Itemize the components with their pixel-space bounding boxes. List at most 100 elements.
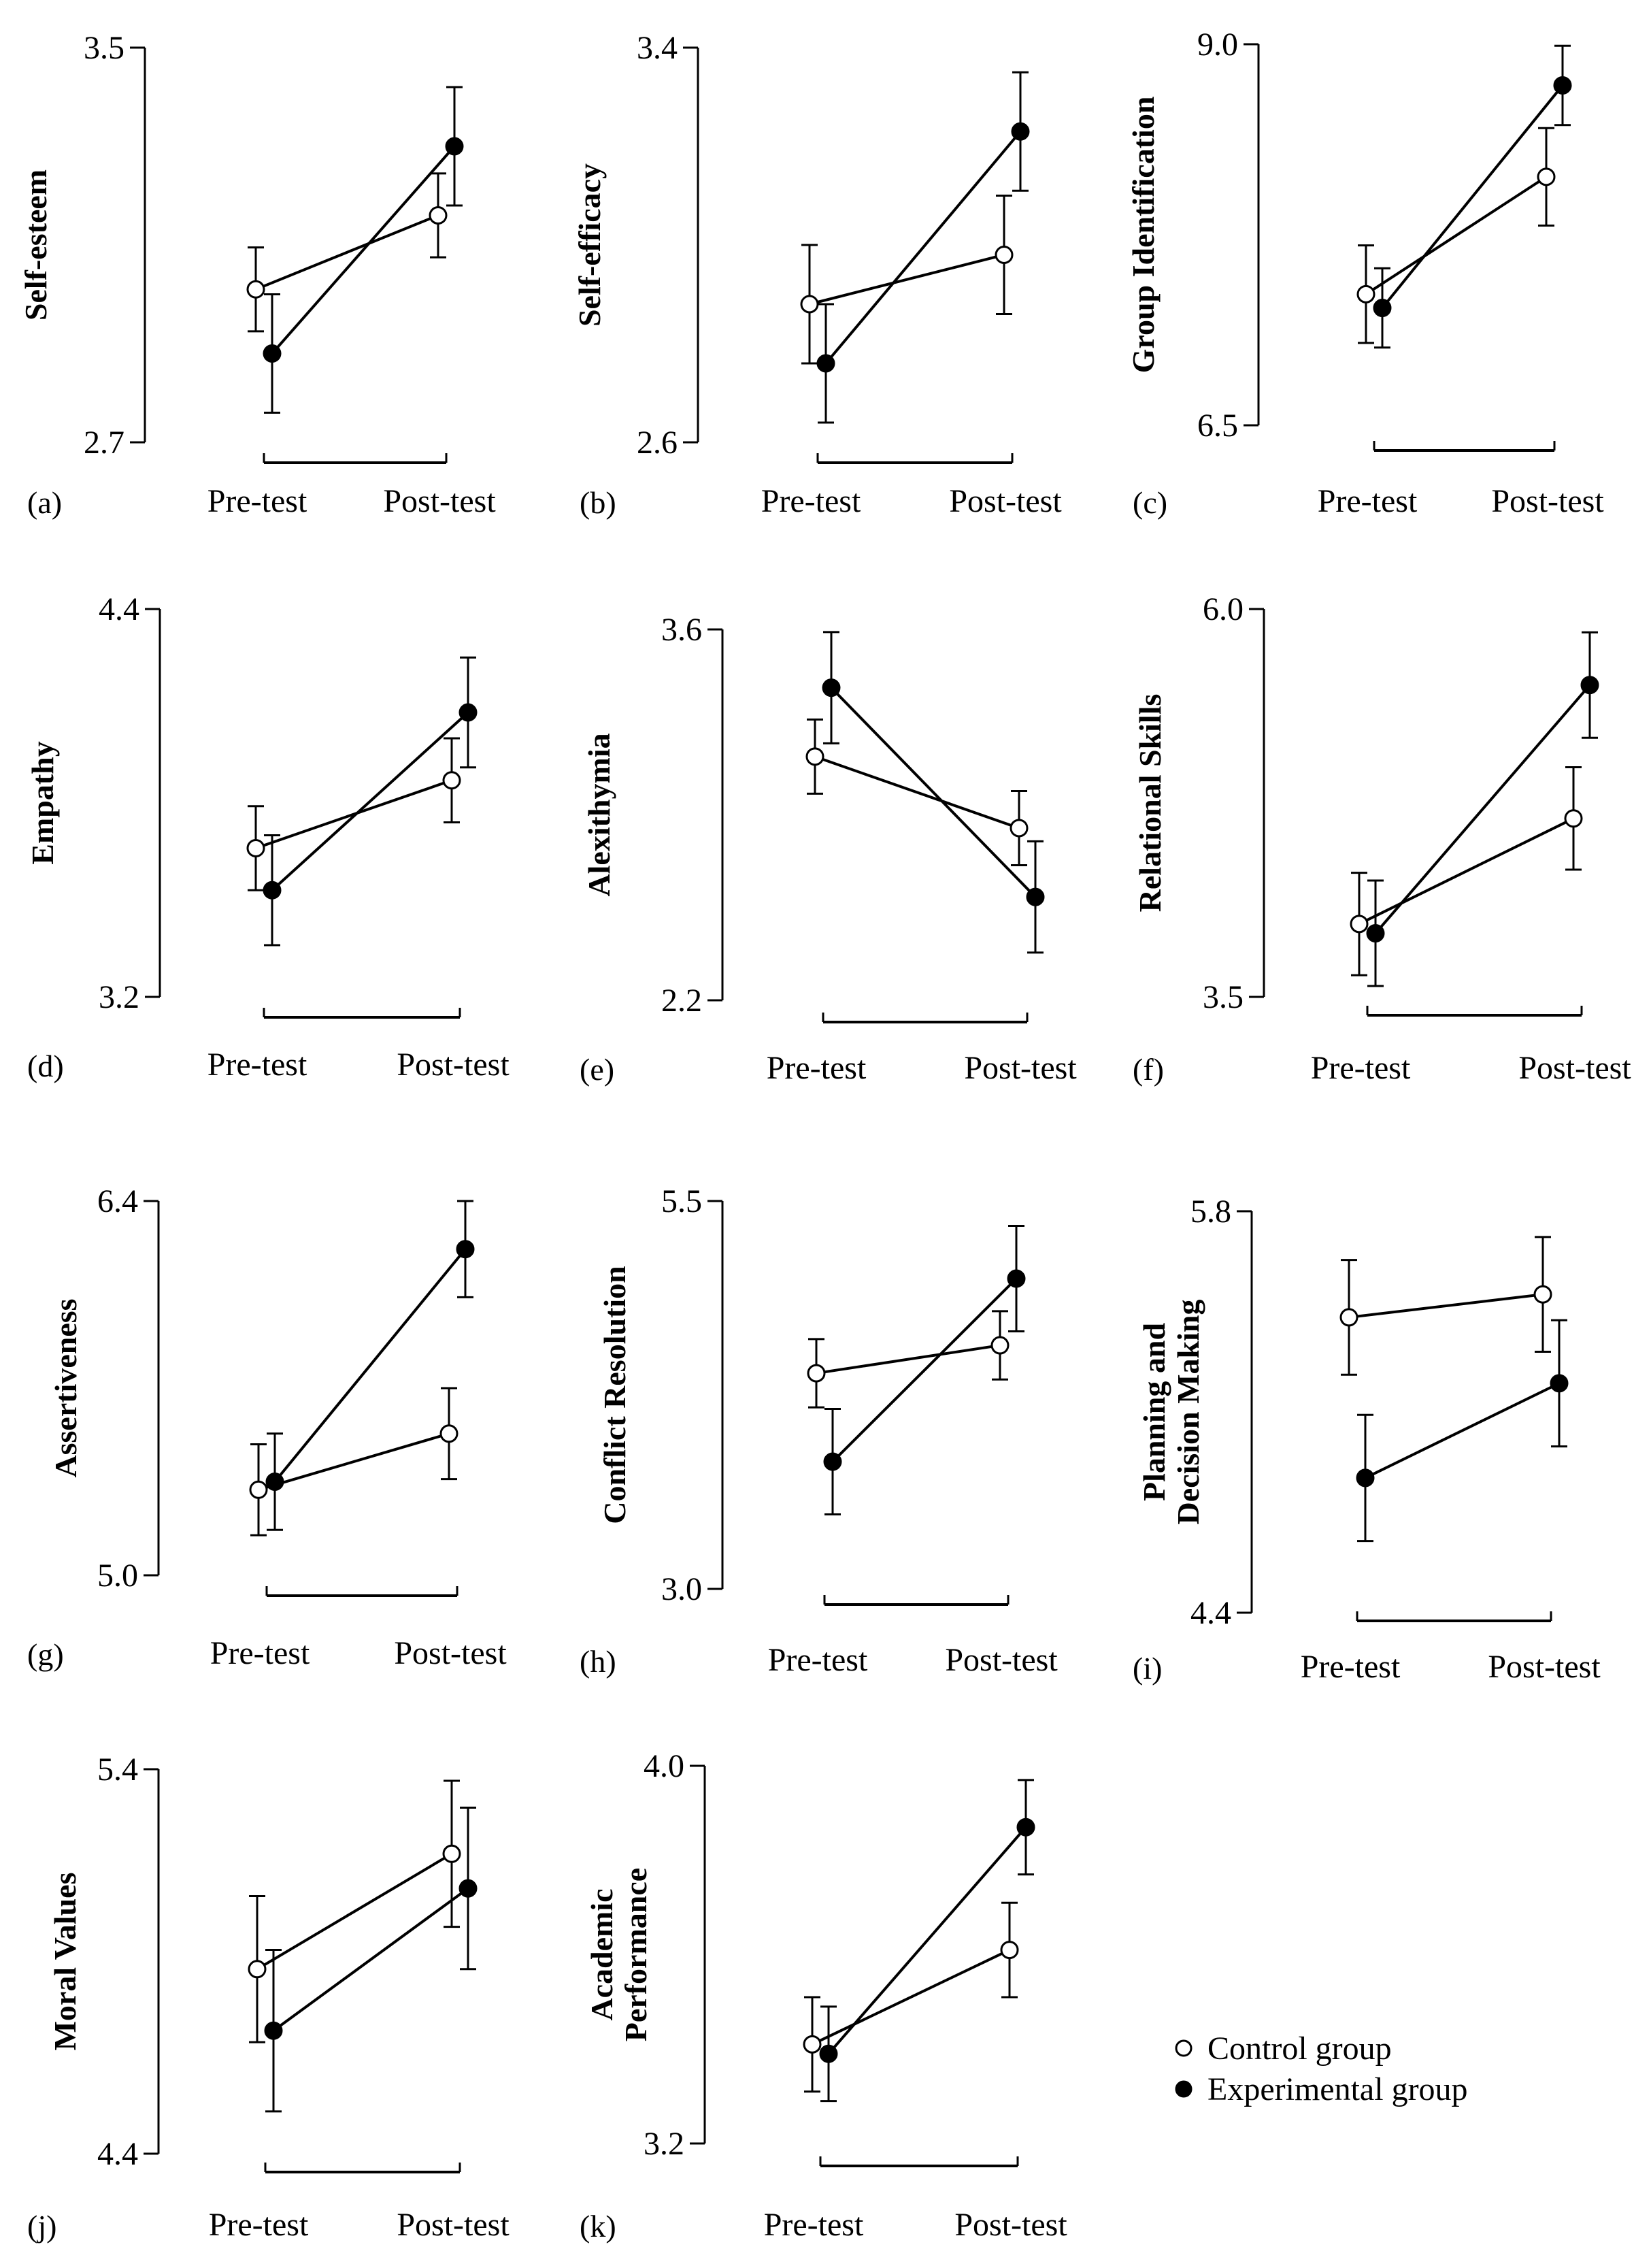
data-point-experimental — [1356, 1468, 1375, 1488]
x-category-label-post-test: Post-test — [397, 1047, 510, 1083]
y-axis-label: Self-efficacy — [572, 163, 607, 327]
y-tick-label-max: 4.0 — [644, 1748, 684, 1784]
y-tick-label-max: 5.4 — [97, 1752, 138, 1788]
series-line-experimental — [831, 1277, 1018, 1463]
x-category-label-post-test: Post-test — [954, 2207, 1067, 2243]
data-point-experimental — [458, 1879, 478, 1898]
data-point-control — [248, 1960, 267, 1979]
y-axis-label-line: Planning and — [1137, 1323, 1171, 1501]
y-tick-label-max: 5.8 — [1190, 1194, 1231, 1230]
y-tick-label-min: 6.5 — [1197, 408, 1238, 444]
x-category-label-pre-test: Pre-test — [1301, 1649, 1401, 1685]
data-point-control — [1533, 1285, 1552, 1304]
data-point-experimental — [265, 1473, 284, 1491]
y-tick-label-max: 9.0 — [1197, 27, 1238, 63]
panel-h: 5.5 3.0 Pre-test Post-test (h) Conflict Resol… — [580, 1183, 1058, 1679]
x-category-label-post-test: Post-test — [394, 1635, 507, 1671]
x-category-label-pre-test: Pre-test — [767, 1050, 867, 1086]
series-line-control — [255, 778, 452, 850]
data-point-experimental — [458, 703, 478, 722]
data-point-experimental — [1550, 1374, 1569, 1393]
y-axis-label-line: Self-efficacy — [572, 163, 607, 327]
data-point-experimental — [445, 137, 464, 156]
legend-control-marker — [1175, 2039, 1193, 2057]
series-line-control — [1348, 1293, 1544, 1319]
x-category-label-post-test: Post-test — [1488, 1649, 1601, 1685]
y-tick-label-max: 4.4 — [99, 591, 139, 627]
y-axis-label: Relational Skills — [1133, 694, 1167, 913]
panel-letter: (a) — [27, 485, 62, 520]
data-point-control — [807, 1364, 826, 1383]
x-category-label-pre-test: Pre-test — [1311, 1050, 1411, 1086]
panel-letter: (b) — [580, 485, 616, 520]
legend-control-label: Control group — [1207, 2031, 1392, 2067]
data-point-control — [990, 1336, 1010, 1355]
y-axis-label: AcademicPerformance — [584, 1868, 653, 2041]
data-point-experimental — [263, 881, 282, 900]
panel-letter: (c) — [1133, 485, 1167, 520]
panel-a: 3.5 2.7 Pre-test Post-test (a) Self-esteem — [18, 30, 496, 520]
x-category-label-pre-test: Pre-test — [764, 2207, 864, 2243]
y-tick-label-max: 3.6 — [661, 612, 702, 648]
series-line-control — [1365, 176, 1548, 296]
data-point-experimental — [263, 344, 282, 363]
y-axis-label-line: Self-esteem — [18, 169, 53, 321]
panel-k: 4.0 3.2 Pre-test Post-test (k) AcademicPerfor… — [580, 1748, 1067, 2244]
y-tick-label-min: 3.0 — [661, 1571, 702, 1607]
panels-group: 3.5 2.7 Pre-test Post-test (a) Self-esteem 3.4… — [18, 27, 1631, 2244]
data-point-experimental — [456, 1240, 475, 1259]
data-point-control — [429, 206, 448, 225]
series-line-experimental — [1374, 684, 1591, 934]
data-point-control — [1537, 167, 1556, 186]
series-line-experimental — [830, 687, 1037, 898]
panel-c: 9.0 6.5 Pre-test Post-test (c) Group Identifi… — [1126, 27, 1604, 520]
series-line-experimental — [271, 145, 456, 355]
series-line-experimental — [1381, 84, 1564, 309]
data-point-control — [1350, 915, 1369, 934]
panel-letter: (j) — [27, 2209, 56, 2244]
y-tick-label-max: 3.4 — [637, 30, 678, 66]
y-axis-label: Assertiveness — [48, 1298, 83, 1477]
data-point-experimental — [1016, 1818, 1035, 1837]
panel-b: 3.4 2.6 Pre-test Post-test (b) Self-efficacy — [572, 30, 1062, 520]
data-point-control — [246, 839, 265, 857]
panel-i: 5.8 4.4 Pre-test Post-test (i) Planning andDe… — [1133, 1194, 1601, 1686]
panel-g: 6.4 5.0 Pre-test Post-test (g) Assertiveness — [27, 1183, 507, 1672]
y-axis-label: Group Identification — [1126, 97, 1161, 374]
y-axis-label-line: Alexithymia — [582, 733, 616, 896]
y-axis-label-line: Conflict Resolution — [597, 1266, 632, 1524]
panel-letter: (h) — [580, 1644, 616, 1679]
y-tick-label-min: 3.2 — [644, 2126, 684, 2162]
y-axis-label-line: Assertiveness — [48, 1298, 83, 1477]
panel-letter: (i) — [1133, 1651, 1162, 1686]
panel-letter: (f) — [1133, 1052, 1164, 1087]
x-category-label-pre-test: Pre-test — [209, 2207, 309, 2243]
series-line-control — [1358, 817, 1574, 925]
x-category-label-post-test: Post-test — [1491, 483, 1604, 519]
data-point-control — [1000, 1941, 1019, 1960]
y-axis-label-line: Performance — [618, 1868, 653, 2041]
panel-letter: (k) — [580, 2209, 616, 2244]
data-point-experimental — [816, 354, 835, 373]
data-point-experimental — [1007, 1269, 1026, 1288]
data-point-control — [1564, 809, 1583, 828]
data-point-control — [442, 1844, 461, 1863]
x-category-label-post-test: Post-test — [383, 483, 496, 519]
data-point-experimental — [1366, 924, 1385, 943]
y-axis-label-line: Moral Values — [48, 1873, 82, 2051]
series-line-control — [256, 1852, 453, 1971]
series-line-control — [814, 755, 1020, 829]
x-category-label-pre-test: Pre-test — [207, 483, 307, 519]
legend-experimental-label: Experimental group — [1207, 2071, 1468, 2107]
panel-e: 3.6 2.2 Pre-test Post-test (e) Alexithymia — [580, 612, 1077, 1087]
legend-experimental-marker — [1175, 2080, 1193, 2098]
y-tick-label-min: 2.2 — [661, 983, 702, 1019]
data-point-control — [1356, 284, 1375, 303]
panel-d: 4.4 3.2 Pre-test Post-test (d) Empathy — [25, 591, 510, 1083]
panel-f: 6.0 3.5 Pre-test Post-test (f) Relational Ski… — [1133, 591, 1631, 1087]
panel-letter: (g) — [27, 1637, 64, 1672]
series-line-control — [812, 1948, 1010, 2046]
y-tick-label-min: 3.2 — [99, 979, 139, 1015]
series-line-control — [258, 1432, 450, 1492]
data-point-control — [439, 1424, 458, 1443]
